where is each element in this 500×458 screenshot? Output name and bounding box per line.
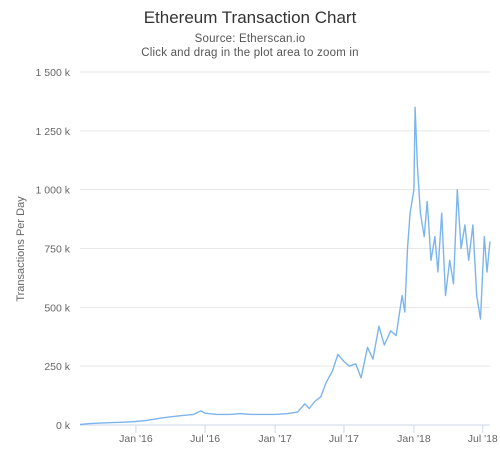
y-axis-title: Transactions Per Day	[15, 196, 27, 302]
chart-title: Ethereum Transaction Chart	[143, 8, 357, 27]
series-line[interactable]	[79, 106, 491, 426]
x-tick-label: Jan '18	[397, 433, 431, 445]
x-tick-label: Jul '16	[190, 433, 220, 445]
y-tick-label: 1 000 k	[36, 185, 71, 197]
x-tick-label: Jan '16	[119, 433, 153, 445]
y-tick-label: 750 k	[44, 244, 70, 256]
y-tick-label: 500 k	[44, 302, 70, 314]
x-tick-label: Jan '17	[258, 433, 292, 445]
y-tick-label: 1 250 k	[36, 126, 71, 138]
y-tick-label: 1 500 k	[36, 67, 71, 79]
x-tick-label: Jul '17	[329, 433, 359, 445]
chart-subtitle-source: Source: Etherscan.io	[194, 33, 306, 45]
y-tick-label: 250 k	[44, 361, 70, 373]
x-tick-label: Jul '18	[468, 433, 498, 445]
chart-subtitle-zoom-hint: Click and drag in the plot area to zoom …	[141, 47, 359, 59]
y-tick-label: 0 k	[56, 420, 71, 432]
